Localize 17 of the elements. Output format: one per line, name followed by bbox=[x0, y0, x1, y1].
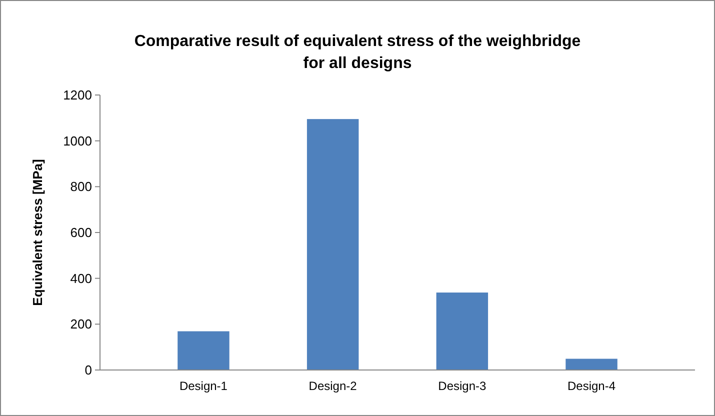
y-axis-title: Equivalent stress [MPa] bbox=[30, 159, 45, 306]
bar bbox=[566, 358, 618, 370]
bar bbox=[306, 119, 359, 370]
bar bbox=[178, 331, 230, 370]
y-tick-label: 800 bbox=[70, 179, 92, 194]
chart-title: Comparative result of equivalent stress of the weighbridge for all designs bbox=[134, 33, 581, 72]
y-tick-label: 600 bbox=[70, 225, 92, 240]
y-tick-label: 0 bbox=[84, 362, 92, 378]
y-tick-label: 1000 bbox=[63, 133, 92, 148]
x-tick-label: Design-3 bbox=[438, 379, 487, 393]
y-tick-label: 1200 bbox=[63, 88, 92, 103]
bar bbox=[436, 292, 488, 370]
x-tick-label: Design-4 bbox=[568, 379, 616, 393]
x-tick-label: Design-2 bbox=[308, 379, 358, 393]
x-tick-label: Design-1 bbox=[179, 379, 228, 393]
y-tick-label: 200 bbox=[70, 316, 92, 332]
y-tick-label: 400 bbox=[70, 270, 92, 286]
